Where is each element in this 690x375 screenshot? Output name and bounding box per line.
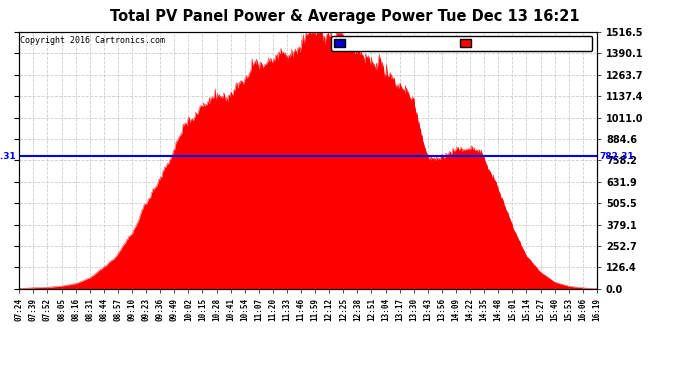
Text: Copyright 2016 Cartronics.com: Copyright 2016 Cartronics.com [21,36,166,45]
Text: Total PV Panel Power & Average Power Tue Dec 13 16:21: Total PV Panel Power & Average Power Tue… [110,9,580,24]
Text: 782.31: 782.31 [0,152,17,161]
Text: 782.31: 782.31 [600,152,634,161]
Legend: Average  (DC Watts), PV Panels  (DC Watts): Average (DC Watts), PV Panels (DC Watts) [331,36,592,51]
